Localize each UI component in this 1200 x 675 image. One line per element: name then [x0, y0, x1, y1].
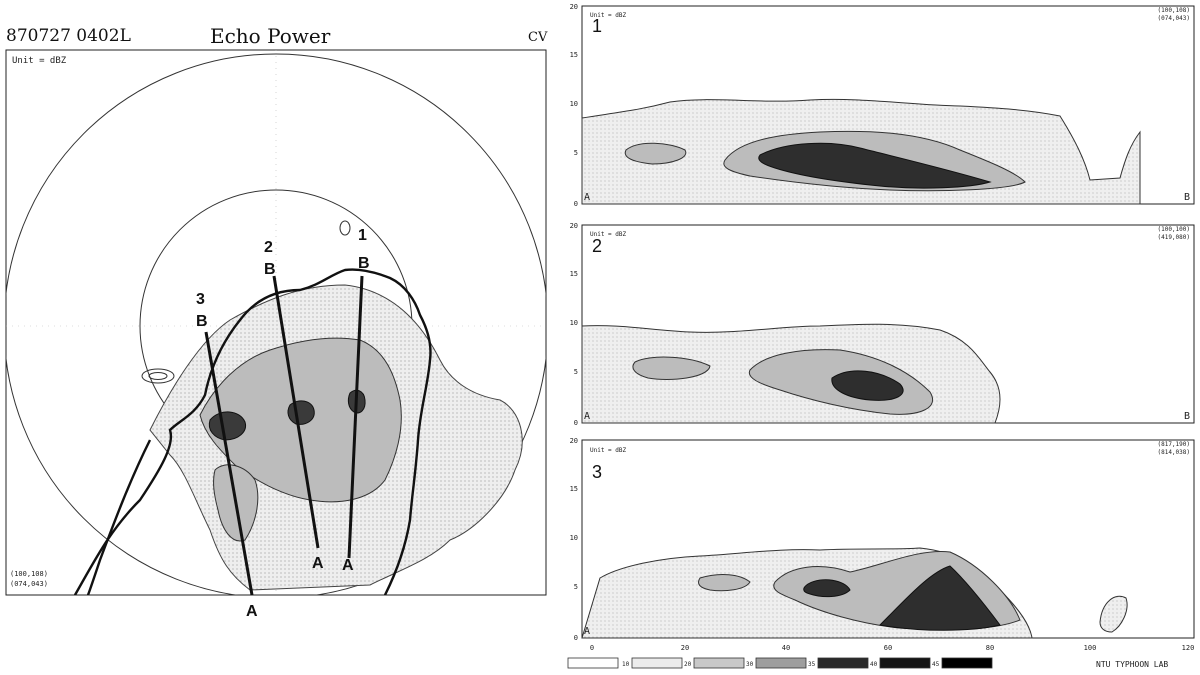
- panel-3-coord-1: (817,190): [1157, 441, 1190, 448]
- panel-2-coord-2: (419,080): [1157, 234, 1190, 241]
- line-3-number: 3: [196, 291, 205, 308]
- panel-1-number: 1: [592, 16, 602, 36]
- echo-core-1: [208, 411, 247, 441]
- panel-2-unit: Unit = dBZ: [590, 231, 627, 238]
- dbz-legend: 10 20 30 35 40 45: [567, 657, 993, 669]
- panel-3-left-end: A: [584, 626, 590, 637]
- svg-text:100: 100: [1084, 644, 1097, 652]
- svg-text:10: 10: [570, 319, 578, 327]
- svg-text:80: 80: [986, 644, 994, 652]
- svg-text:35: 35: [808, 661, 816, 668]
- svg-text:0: 0: [574, 419, 578, 427]
- line-1-end-a: A: [342, 557, 354, 574]
- cross-section-panel-3: 3 Unit = dBZ (817,190) (814,038) A: [581, 439, 1195, 639]
- line-3-end-b: B: [196, 313, 208, 330]
- ppi-unit-label: Unit = dBZ: [12, 56, 67, 66]
- ppi-timestamp: 870727 0402L: [6, 26, 131, 46]
- line-2-number: 2: [264, 239, 273, 256]
- y-axis-ticks: 20 15 10 5 0 20 15 10 5 0 20 15 10 5 0: [570, 3, 578, 642]
- ppi-title: Echo Power: [210, 24, 331, 48]
- svg-text:15: 15: [570, 270, 578, 278]
- svg-text:10: 10: [570, 534, 578, 542]
- line-1-number: 1: [358, 227, 367, 244]
- panel-2-left-end: A: [584, 411, 590, 422]
- panel-1-left-end: A: [584, 192, 590, 203]
- line-1-end-b: B: [358, 255, 370, 272]
- svg-text:10: 10: [622, 661, 630, 668]
- svg-text:15: 15: [570, 485, 578, 493]
- svg-text:20: 20: [570, 437, 578, 445]
- x-axis-ticks: 0 20 40 60 80 100 120: [590, 644, 1194, 652]
- line-3-end-a: A: [246, 603, 258, 620]
- panel-1-right-end: B: [1184, 192, 1190, 203]
- panel-2-right-end: B: [1184, 411, 1190, 422]
- lab-credit: NTU TYPHOON LAB: [1096, 660, 1168, 669]
- echo-isolated-west: [141, 368, 175, 384]
- svg-text:0: 0: [574, 200, 578, 208]
- panel-3-number: 3: [592, 462, 602, 482]
- ppi-corner-code: CV: [528, 30, 548, 45]
- svg-text:30: 30: [746, 661, 754, 668]
- cross-section-panel-1: 1 Unit = dBZ (100,108) (074,043) A B: [581, 5, 1195, 205]
- range-ring-outer: [6, 53, 546, 595]
- svg-text:5: 5: [574, 149, 578, 157]
- panel-1-unit: Unit = dBZ: [590, 12, 627, 19]
- panel-3-unit: Unit = dBZ: [590, 447, 627, 454]
- svg-text:20: 20: [570, 3, 578, 11]
- panel-1-coord-2: (074,043): [1157, 15, 1190, 22]
- svg-text:20: 20: [681, 644, 689, 652]
- cross-section-line-2: [272, 275, 320, 549]
- coastline: [73, 268, 432, 595]
- panel-2-coord-1: (100,100): [1157, 226, 1190, 233]
- line-2-end-b: B: [264, 261, 276, 278]
- line-2-end-a: A: [312, 555, 324, 572]
- ppi-coord-line-2: (074,043): [10, 580, 48, 588]
- svg-text:60: 60: [884, 644, 892, 652]
- svg-text:120: 120: [1182, 644, 1195, 652]
- panel-2-number: 2: [592, 236, 602, 256]
- svg-text:20: 20: [684, 661, 692, 668]
- svg-text:10: 10: [570, 100, 578, 108]
- ppi-coord-line-1: (100,108): [10, 570, 48, 578]
- panel-3-coord-2: (814,038): [1157, 449, 1190, 456]
- svg-text:0: 0: [590, 644, 594, 652]
- echo-isolated-north: [339, 220, 351, 236]
- svg-text:45: 45: [932, 661, 940, 668]
- svg-text:5: 5: [574, 583, 578, 591]
- svg-text:20: 20: [570, 222, 578, 230]
- svg-text:40: 40: [870, 661, 878, 668]
- cross-section-line-1: [347, 275, 364, 559]
- cross-section-panel-2: 2 Unit = dBZ (100,100) (419,080) A B: [581, 224, 1195, 424]
- ppi-map: 1 B A 2 B A 3 B A: [5, 49, 547, 620]
- svg-text:5: 5: [574, 368, 578, 376]
- echo-core-2: [287, 400, 315, 425]
- coastline-west: [86, 439, 152, 595]
- cross-section-line-3: [204, 331, 254, 595]
- cross-sections: 1 Unit = dBZ (100,108) (074,043) A B 2 U…: [567, 3, 1195, 669]
- panel-1-coord-1: (100,108): [1157, 7, 1190, 14]
- svg-text:15: 15: [570, 51, 578, 59]
- svg-text:40: 40: [782, 644, 790, 652]
- svg-text:0: 0: [574, 634, 578, 642]
